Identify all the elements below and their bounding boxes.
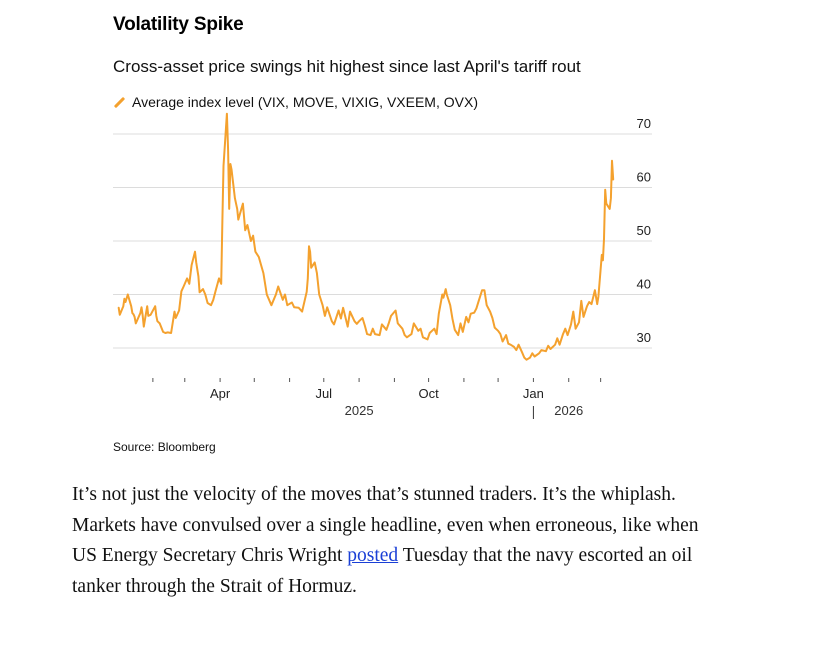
y-tick-label-60: 60: [637, 170, 651, 185]
x-tick-label-oct: Oct: [418, 386, 439, 401]
series-line-0: [117, 112, 615, 361]
line-chart: 30 40 50 60 70 Apr Jul Oct Jan 2025 2026: [113, 112, 652, 419]
x-axis: Apr Jul Oct Jan 2025 2026: [152, 378, 602, 419]
y-tick-label-40: 40: [637, 276, 651, 291]
x-tick-label-apr: Apr: [210, 386, 231, 401]
series-layer: [117, 112, 615, 361]
y-tick-label-70: 70: [637, 116, 651, 131]
article-text-before-link: It’s not just the velocity of the moves …: [72, 484, 699, 566]
article-paragraph: It’s not just the velocity of the moves …: [72, 480, 712, 602]
legend-line-swatch: [113, 96, 126, 108]
chart-source: Source: Bloomberg: [113, 440, 216, 454]
chart-subtitle: Cross-asset price swings hit highest sin…: [113, 57, 581, 76]
legend-label: Average index level (VIX, MOVE, VIXIG, V…: [132, 94, 478, 110]
x-tick-label-jan: Jan: [523, 386, 544, 401]
chart-legend: Average index level (VIX, MOVE, VIXIG, V…: [113, 94, 478, 110]
year-label-2026: 2026: [554, 403, 583, 418]
posted-link[interactable]: posted: [347, 545, 399, 566]
grid-lines: 30 40 50 60 70: [113, 116, 652, 349]
chart-title: Volatility Spike: [113, 14, 244, 35]
y-tick-label-30: 30: [637, 330, 651, 345]
y-tick-label-50: 50: [637, 223, 651, 238]
article-text-after-link: Tuesday that the navy escorted an oil ta…: [72, 545, 693, 597]
x-tick-label-jul: Jul: [315, 386, 332, 401]
year-label-2025: 2025: [345, 403, 374, 418]
